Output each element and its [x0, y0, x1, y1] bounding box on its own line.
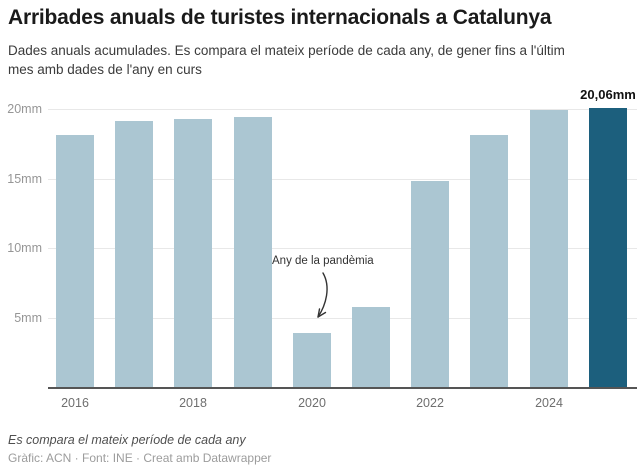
footer-credits: Gràfic: ACN · Font: INE · Creat amb Data… — [8, 451, 272, 465]
bar-2019[interactable] — [234, 117, 272, 387]
bar-2021[interactable] — [352, 307, 390, 387]
bar-2017[interactable] — [115, 121, 153, 387]
y-tick-15mm: 15mm — [7, 172, 42, 186]
chart-subtitle-line1: Dades anuals acumulades. Es compara el m… — [8, 43, 565, 58]
y-tick-10mm: 10mm — [7, 241, 42, 255]
gridline-5mm — [48, 318, 637, 319]
footer-note: Es compara el mateix període de cada any — [8, 433, 246, 447]
bar-2023[interactable] — [470, 135, 508, 387]
bar-2020[interactable] — [293, 333, 331, 387]
x-tick-2022: 2022 — [416, 396, 444, 410]
gridline-20mm — [48, 109, 637, 110]
annotation-pandemic-label: Any de la pandèmia — [272, 255, 374, 267]
chart-subtitle-line2: mes amb dades de l'any en curs — [8, 61, 202, 77]
x-tick-2020: 2020 — [298, 396, 326, 410]
plot-area: 5mm 10mm 15mm 20mm 2016 2018 2020 2022 2024 20,… — [0, 85, 640, 410]
bar-2025[interactable] — [589, 108, 627, 387]
chart-title: Arribades anuals de turistes internacion… — [8, 6, 552, 29]
gridline-15mm — [48, 179, 637, 180]
bar-2022[interactable] — [411, 181, 449, 387]
x-tick-2018: 2018 — [179, 396, 207, 410]
y-tick-20mm: 20mm — [7, 102, 42, 116]
gridline-10mm — [48, 248, 637, 249]
bar-2024[interactable] — [530, 110, 568, 387]
x-axis-line — [48, 387, 637, 389]
y-tick-5mm: 5mm — [14, 311, 42, 325]
curved-arrow-icon — [317, 272, 328, 318]
chart-subtitle: Dades anuals acumulades. Es compara el m… — [8, 42, 632, 79]
x-tick-2016: 2016 — [61, 396, 89, 410]
bar-2018[interactable] — [174, 119, 212, 387]
highlight-value-label: 20,06mm — [580, 87, 636, 102]
bar-2016[interactable] — [56, 135, 94, 387]
x-tick-2024: 2024 — [535, 396, 563, 410]
